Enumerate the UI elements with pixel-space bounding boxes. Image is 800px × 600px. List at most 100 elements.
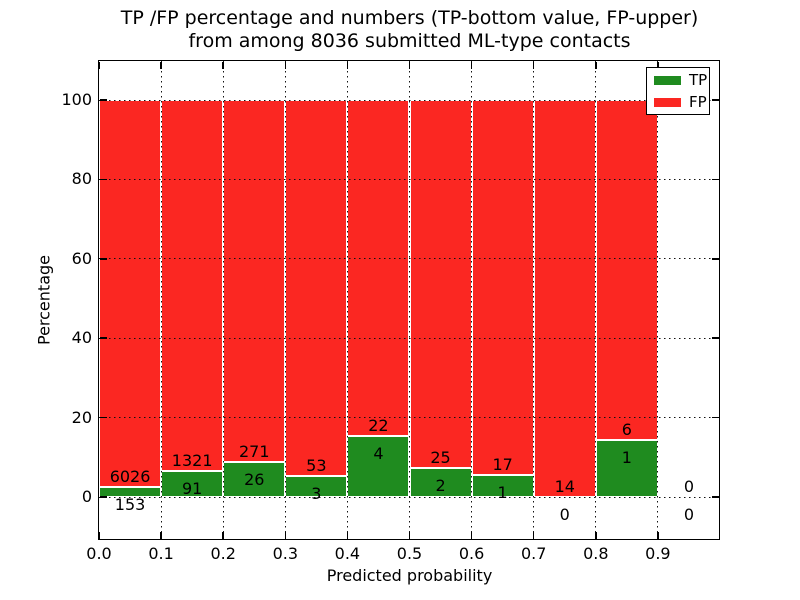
- x-tick-bottom-0.4: [346, 532, 349, 539]
- fp-bar-bin-8: [595, 99, 658, 441]
- x-tick-bottom-0.9: [657, 532, 659, 539]
- x-axis-label: Predicted probability: [326, 566, 493, 585]
- fp-bar-bin-1: [161, 99, 224, 472]
- y-tick-left-100: [100, 99, 107, 101]
- x-tick-top-0.8: [595, 62, 597, 69]
- x-gridline-0.2: [222, 61, 224, 540]
- tp-bar-bin-1: [161, 471, 224, 497]
- x-tick-label-0.0: 0.0: [86, 544, 112, 563]
- x-tick-label-0.1: 0.1: [148, 544, 174, 563]
- fp-count-label-bin-9: 0: [683, 477, 695, 496]
- x-tick-label-0.7: 0.7: [520, 544, 547, 563]
- tp-bar-bin-3: [285, 475, 348, 497]
- tp-count-label-bin-6: 1: [497, 482, 508, 502]
- tp-count-label-bin-0: 153: [114, 495, 146, 515]
- x-tick-top-0.1: [160, 62, 162, 69]
- fp-count-label-bin-3: 53: [306, 455, 327, 475]
- legend-label-tp: TP: [689, 71, 708, 89]
- y-tick-right-100: [712, 99, 719, 101]
- tp-count-label-bin-3: 3: [311, 483, 322, 503]
- tp-count-label-bin-5: 2: [435, 475, 446, 495]
- fp-bar-bin-4: [347, 99, 410, 436]
- y-tick-label-100: 100: [61, 90, 92, 109]
- x-tick-label-0.9: 0.9: [645, 544, 671, 563]
- chart-title-line1: TP /FP percentage and numbers (TP-bottom…: [120, 7, 699, 29]
- tp-swatch-icon: [654, 75, 681, 85]
- x-gridline-0.6: [471, 61, 473, 540]
- x-tick-bottom-0.2: [222, 532, 224, 539]
- x-tick-label-0.3: 0.3: [272, 544, 299, 563]
- y-tick-label-40: 40: [71, 328, 92, 348]
- legend-entry-fp: FP: [647, 92, 709, 112]
- x-tick-label-0.8: 0.8: [583, 544, 609, 563]
- x-tick-top-0.6: [470, 62, 473, 69]
- fp-count-label-bin-4: 22: [368, 415, 389, 435]
- y-tick-left-20: [100, 416, 107, 419]
- x-tick-top-0.4: [346, 62, 349, 69]
- x-tick-top-0.7: [532, 62, 535, 69]
- fp-count-label-bin-8: 6: [621, 420, 632, 440]
- fp-count-label-bin-0: 6026: [109, 467, 151, 487]
- x-gridline-0.7: [533, 61, 535, 540]
- y-tick-right-0: [712, 496, 719, 498]
- x-gridline-0.5: [409, 61, 410, 540]
- y-tick-label-0: 0: [81, 487, 92, 506]
- x-tick-bottom-0.7: [532, 532, 535, 539]
- tp-bar-bin-4: [347, 435, 410, 497]
- tp-bar-bin-0: [99, 487, 162, 497]
- x-tick-label-0.4: 0.4: [334, 544, 361, 563]
- x-gridline-0.3: [284, 61, 286, 540]
- x-gridline-0.4: [346, 61, 348, 540]
- y-tick-left-80: [100, 178, 107, 181]
- tp-bar-bin-5: [409, 467, 472, 497]
- fp-bar-bin-7: [533, 99, 596, 497]
- x-gridline-0.8: [595, 61, 597, 540]
- fp-bar-bin-5: [409, 99, 472, 468]
- x-tick-bottom-0.8: [595, 532, 597, 539]
- tp-bar-bin-6: [471, 474, 534, 497]
- y-tick-right-60: [712, 258, 719, 260]
- fp-swatch-icon: [654, 97, 681, 107]
- x-gridline-0.1: [160, 61, 162, 540]
- tp-count-label-bin-7: 0: [559, 505, 570, 524]
- x-tick-top-0.5: [408, 62, 411, 69]
- fp-count-label-bin-2: 271: [238, 442, 270, 462]
- x-gridline-0.9: [657, 61, 659, 540]
- x-tick-label-0.2: 0.2: [210, 544, 236, 563]
- x-tick-label-0.6: 0.6: [458, 544, 485, 563]
- y-tick-label-80: 80: [71, 169, 92, 189]
- legend-entry-tp: TP: [647, 70, 709, 90]
- tp-count-label-bin-1: 91: [181, 479, 203, 499]
- chart-title-line2: from among 8036 submitted ML-type contac…: [188, 30, 631, 52]
- x-tick-label-0.5: 0.5: [396, 544, 423, 563]
- y-tick-right-80: [712, 178, 719, 181]
- tp-bar-bin-2: [223, 462, 286, 497]
- y-tick-label-20: 20: [71, 407, 92, 427]
- tp-count-label-bin-8: 1: [621, 448, 632, 468]
- x-tick-bottom-0.1: [160, 532, 162, 539]
- fp-bar-bin-3: [285, 99, 348, 476]
- fp-bar-bin-2: [223, 99, 286, 463]
- x-tick-top-0.9: [657, 62, 659, 69]
- tp-count-label-bin-9: 0: [683, 505, 695, 524]
- y-tick-label-60: 60: [71, 248, 92, 268]
- fp-count-label-bin-1: 1321: [171, 451, 213, 471]
- tp-count-label-bin-2: 26: [244, 470, 265, 490]
- x-tick-bottom-0.3: [284, 532, 287, 539]
- y-tick-right-40: [712, 337, 719, 339]
- fp-count-label-bin-6: 17: [492, 454, 513, 474]
- y-tick-right-20: [712, 416, 719, 419]
- fp-bar-bin-6: [471, 99, 534, 475]
- tp-bar-bin-8: [595, 440, 658, 497]
- y-tick-left-40: [100, 337, 107, 339]
- legend: TP FP: [646, 67, 710, 115]
- y-tick-left-0: [100, 496, 107, 498]
- x-tick-bottom-0.5: [408, 532, 411, 539]
- fp-count-label-bin-5: 25: [430, 447, 451, 467]
- legend-label-fp: FP: [689, 93, 707, 111]
- x-tick-top-0.3: [284, 62, 287, 69]
- tp-count-label-bin-4: 4: [373, 443, 384, 463]
- x-tick-bottom-0.0: [98, 532, 100, 539]
- y-tick-left-60: [100, 258, 107, 260]
